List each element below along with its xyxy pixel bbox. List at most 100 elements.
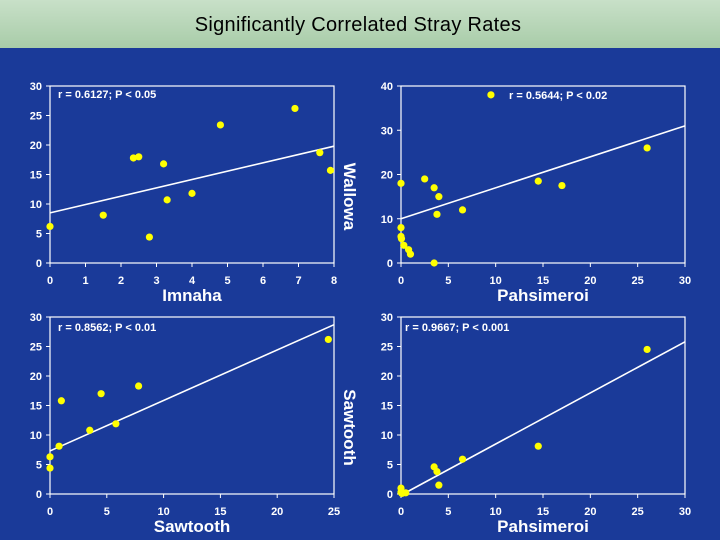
y-tick-label: 5 — [36, 229, 42, 241]
chart-1: 0 5 10 15 20 25 30 0 1 2 3 4 5 6 7 8 r = 0.6127; P < 0.0… — [30, 81, 359, 305]
y-tick-label: 40 — [381, 81, 393, 93]
y-tick-label: 25 — [30, 111, 42, 123]
y-tick-label: 0 — [36, 489, 42, 501]
data-point — [326, 166, 335, 174]
data-point — [397, 224, 405, 232]
y-tick-label: 30 — [381, 125, 393, 137]
y-tick-label: 20 — [381, 371, 393, 383]
data-point — [400, 241, 408, 249]
x-tick-label: 10 — [490, 275, 502, 287]
data-point — [57, 397, 65, 405]
data-point — [46, 464, 54, 472]
data-point — [160, 160, 168, 168]
slide-title: Significantly Correlated Stray Rates — [194, 14, 522, 36]
data-point — [534, 442, 542, 450]
plot-frame — [400, 316, 686, 495]
data-point — [145, 233, 153, 241]
data-point — [316, 149, 324, 157]
data-point — [86, 426, 94, 434]
y-tick-label: 15 — [30, 170, 42, 182]
y-tick-label: 10 — [30, 430, 42, 442]
y-tick-label: 10 — [30, 199, 42, 211]
plot-frame — [400, 85, 686, 264]
y-tick-label: 30 — [30, 81, 42, 93]
x-tick-label: 1 — [82, 275, 88, 287]
x-tick-label: 7 — [295, 275, 301, 287]
x-axis-label: Imnaha — [162, 286, 222, 305]
data-point — [135, 382, 143, 390]
chart-2: 0 10 20 30 40 0 5 10 15 20 25 30 r = 0.5644; P < 0.0… — [381, 81, 691, 305]
x-tick-label: 0 — [47, 506, 53, 518]
y-tick-label: 20 — [381, 170, 393, 182]
x-tick-label: 25 — [632, 506, 644, 518]
x-tick-label: 5 — [224, 275, 230, 287]
y-tick-label: 25 — [30, 342, 42, 354]
x-tick-label: 25 — [328, 506, 340, 518]
x-tick-label: 5 — [445, 275, 451, 287]
data-point — [402, 489, 410, 497]
data-point — [46, 222, 54, 231]
x-tick-label: 20 — [584, 506, 596, 518]
data-point — [97, 390, 105, 398]
data-point — [291, 104, 299, 113]
y-tick-label: 0 — [387, 258, 393, 270]
x-tick-label: 3 — [153, 275, 159, 287]
chart-4: 0 5 10 15 20 25 30 0 5 10 15 20 25 30 r = 0.9667; P < … — [381, 312, 691, 536]
data-point — [534, 177, 542, 185]
y-tick-label: 20 — [30, 140, 42, 152]
data-point — [112, 420, 120, 428]
data-point — [163, 196, 171, 204]
y-tick-label: 5 — [387, 460, 393, 472]
y-tick-label: 10 — [381, 430, 393, 442]
y-axis-label: Wallowa — [340, 163, 359, 231]
x-tick-label: 5 — [104, 506, 110, 518]
data-point — [435, 481, 443, 489]
y-tick-label: 30 — [381, 312, 393, 324]
plot-frame — [49, 85, 335, 264]
data-point — [135, 153, 143, 161]
y-tick-label: 15 — [30, 401, 42, 413]
x-tick-label: 20 — [271, 506, 283, 518]
y-tick-label: 15 — [381, 401, 393, 413]
charts-area: 0 5 10 15 20 25 30 0 1 2 3 4 5 6 7 8 r = 0.6127; P < 0.0… — [30, 81, 691, 536]
x-tick-label: 0 — [398, 275, 404, 287]
regression-line — [400, 125, 686, 220]
x-tick-label: 5 — [445, 506, 451, 518]
x-axis-label: Pahsimeroi — [497, 286, 589, 305]
y-axis-label: Sawtooth — [340, 389, 359, 466]
correlation-annotation: r = 0.5644; P < 0.02 — [509, 90, 607, 102]
data-point — [216, 121, 224, 129]
data-point — [397, 179, 405, 187]
data-point — [643, 345, 651, 354]
y-tick-label: 20 — [30, 371, 42, 383]
y-tick-label: 25 — [381, 342, 393, 354]
x-tick-label: 0 — [398, 506, 404, 518]
x-tick-label: 6 — [260, 275, 266, 287]
data-point — [188, 189, 196, 197]
data-point — [430, 184, 438, 192]
x-tick-label: 25 — [632, 275, 644, 287]
data-point — [433, 210, 441, 218]
correlation-annotation: r = 0.6127; P < 0.05 — [58, 89, 156, 101]
y-tick-label: 30 — [30, 312, 42, 324]
regression-line — [49, 145, 335, 214]
y-tick-label: 0 — [387, 489, 393, 501]
data-point — [99, 211, 107, 219]
x-tick-label: 20 — [584, 275, 596, 287]
correlation-annotation: r = 0.9667; P < 0.001 — [405, 322, 509, 334]
title-bar: Significantly Correlated Stray Rates — [0, 0, 720, 48]
correlation-annotation: r = 0.8562; P < 0.01 — [58, 322, 156, 334]
data-point — [430, 259, 438, 267]
x-tick-label: 2 — [118, 275, 124, 287]
data-point — [324, 335, 332, 344]
data-point — [643, 144, 651, 152]
x-tick-label: 30 — [679, 275, 691, 287]
y-tick-label: 10 — [381, 214, 393, 226]
data-point — [487, 91, 495, 99]
x-tick-label: 15 — [214, 506, 226, 518]
data-point — [458, 455, 467, 463]
x-tick-label: 8 — [331, 275, 337, 287]
regression-line — [49, 323, 335, 452]
data-point — [46, 453, 54, 461]
x-tick-label: 15 — [537, 275, 549, 287]
